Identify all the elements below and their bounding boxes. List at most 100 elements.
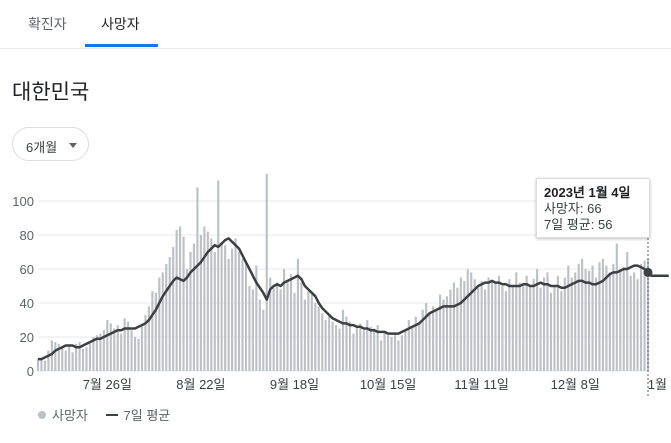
bar	[629, 275, 632, 371]
bar	[144, 314, 147, 371]
bar	[470, 272, 473, 371]
bar	[591, 265, 594, 371]
bar	[127, 321, 130, 371]
bar	[279, 289, 282, 371]
bar	[321, 313, 324, 371]
x-tick-label: 12월 8일	[551, 377, 600, 392]
legend-item-average[interactable]: 7일 평균	[105, 405, 171, 424]
bar	[213, 252, 216, 371]
legend-label-average: 7일 평균	[123, 408, 171, 423]
bar	[95, 335, 98, 371]
x-tick-label: 7월 26일	[83, 377, 132, 392]
bar	[161, 272, 164, 371]
bar	[182, 236, 185, 371]
y-tick-label: 60	[20, 262, 34, 277]
bar	[179, 226, 182, 371]
y-tick-label: 40	[20, 296, 34, 311]
bar	[622, 267, 625, 371]
bar	[196, 187, 199, 371]
bar	[272, 287, 275, 371]
bar	[92, 337, 95, 371]
bar	[373, 328, 376, 371]
bar	[605, 265, 608, 371]
bar	[154, 292, 157, 371]
legend-item-deaths[interactable]: 사망자	[38, 405, 88, 424]
bar	[310, 294, 313, 371]
bar	[615, 243, 618, 371]
bar	[224, 245, 227, 371]
bar	[466, 269, 469, 371]
bar	[501, 286, 504, 371]
bar	[147, 306, 150, 371]
bar	[234, 238, 237, 371]
bar	[442, 299, 445, 371]
bar	[47, 350, 50, 371]
bar	[480, 280, 483, 371]
average-line	[38, 237, 669, 361]
bar	[251, 289, 254, 371]
x-tick-label: 9월 18일	[270, 377, 319, 392]
bar	[165, 263, 168, 371]
bar	[220, 241, 223, 371]
bar	[286, 280, 289, 371]
bar	[601, 258, 605, 371]
bar	[151, 291, 154, 371]
chart-legend: 사망자 7일 평균	[38, 405, 184, 424]
bar	[50, 340, 53, 371]
bar	[123, 318, 126, 371]
bar	[404, 330, 407, 371]
bar	[380, 340, 383, 371]
bar	[231, 248, 234, 371]
legend-label-deaths: 사망자	[52, 408, 88, 423]
x-tick-label: 1월 4일	[648, 377, 671, 392]
bar	[137, 338, 140, 371]
bar	[452, 282, 455, 371]
period-dropdown[interactable]: 6개월	[12, 127, 89, 161]
bar	[567, 265, 570, 371]
bar	[536, 269, 539, 371]
bar	[518, 282, 521, 371]
bar	[352, 333, 355, 371]
bar	[227, 258, 230, 371]
caret-down-icon	[69, 143, 77, 148]
bar	[504, 291, 507, 371]
bar	[289, 274, 293, 371]
bar	[553, 286, 556, 371]
bar	[463, 280, 466, 371]
tab-deaths[interactable]: 사망자	[101, 16, 140, 32]
bar	[619, 269, 622, 371]
bar	[438, 294, 442, 371]
bar	[376, 325, 379, 371]
bar	[133, 337, 137, 371]
bar	[61, 347, 64, 371]
tooltip-avg-label: 7일 평균	[544, 217, 591, 232]
region-title: 대한민국	[12, 81, 90, 104]
bar	[99, 333, 102, 371]
bar	[71, 352, 74, 371]
tab-bar: 확진자 사망자	[0, 0, 671, 49]
bar	[574, 272, 577, 371]
bar	[546, 272, 549, 371]
bar	[303, 299, 306, 371]
bar	[185, 269, 189, 371]
bar	[244, 262, 248, 371]
bar	[338, 328, 341, 371]
bar	[113, 328, 116, 371]
bar	[334, 325, 338, 371]
bar	[293, 292, 296, 371]
legend-line-icon	[105, 414, 118, 416]
bar	[189, 252, 192, 371]
bar	[432, 306, 435, 371]
bar	[57, 343, 60, 371]
tab-confirmed[interactable]: 확진자	[28, 16, 67, 32]
x-tick-label: 11월 11일	[454, 377, 509, 392]
bar	[459, 277, 462, 371]
bar	[78, 342, 81, 371]
bar	[283, 269, 286, 371]
bar	[563, 277, 566, 371]
bar	[81, 348, 85, 371]
bar	[639, 263, 643, 371]
bar	[341, 309, 345, 371]
bar	[529, 286, 532, 371]
